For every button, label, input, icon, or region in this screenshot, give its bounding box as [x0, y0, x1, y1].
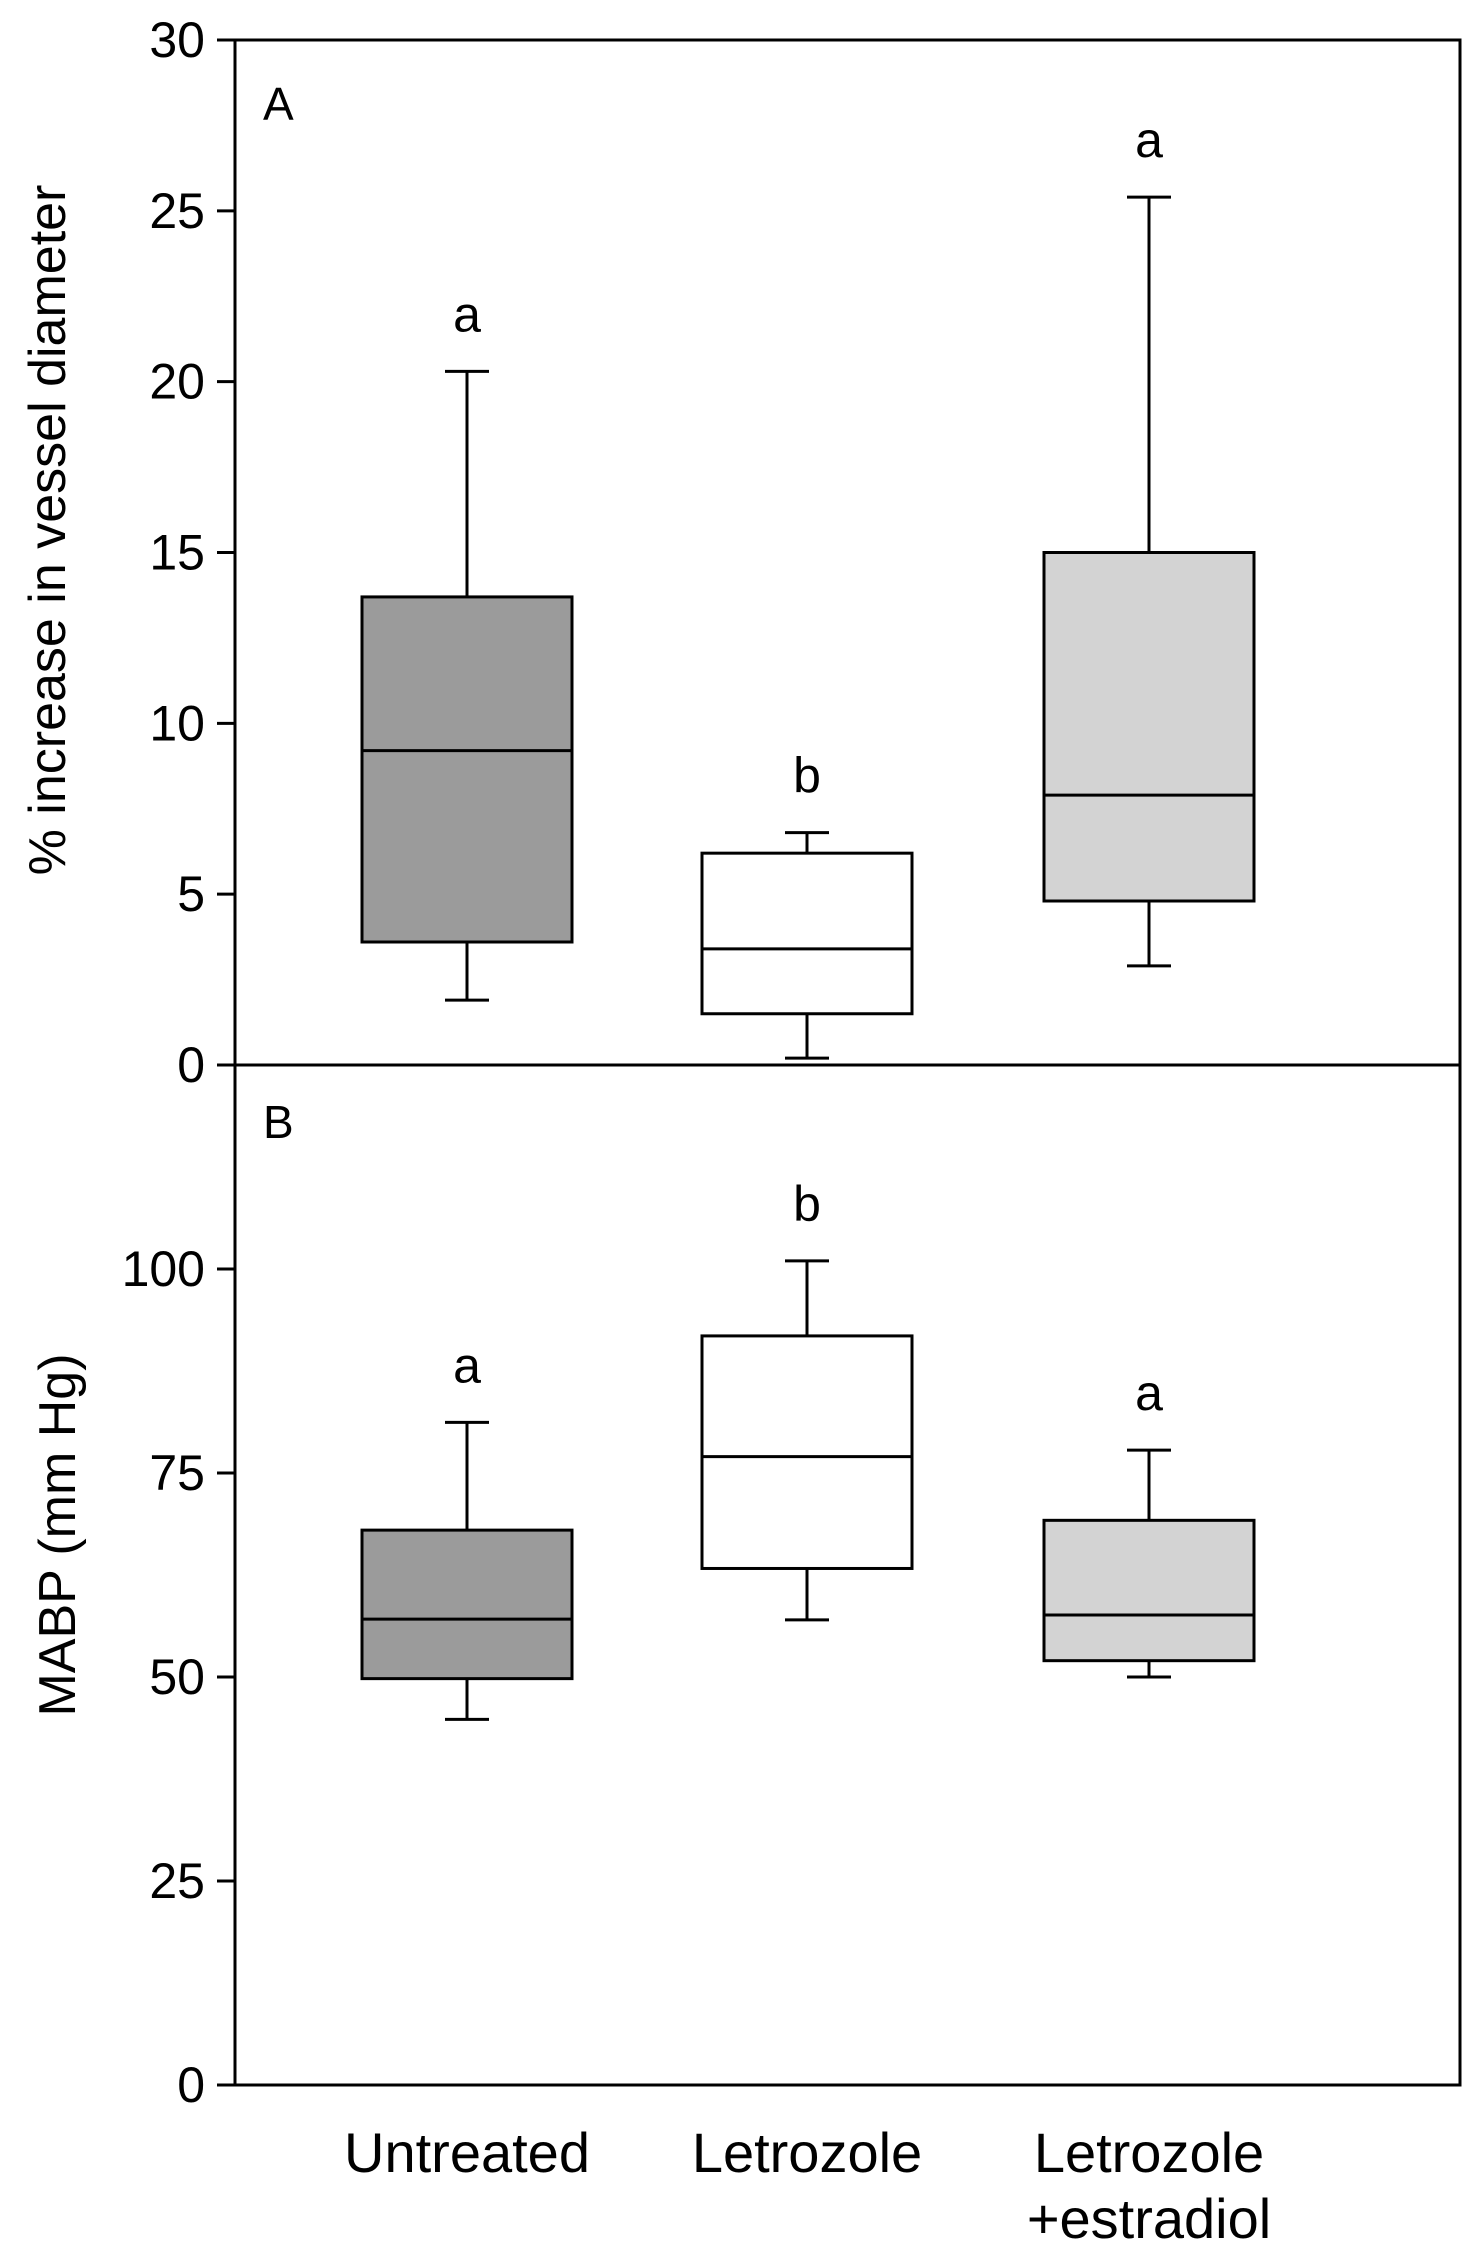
panel-b-y-tick-label: 0	[177, 2057, 205, 2113]
panel-b-label: B	[263, 1096, 294, 1148]
plot-frame	[233, 38, 1462, 2087]
panel-a-box-1: a	[360, 286, 574, 1002]
panel-b-y-tick-label: 50	[149, 1649, 205, 1705]
interquartile-box	[360, 595, 574, 944]
panel-b: B MABP (mm Hg) 0 25 50 75 100 a b a	[29, 1096, 1256, 2113]
panel-a-y-tick-label: 30	[149, 12, 205, 68]
significance-letter: a	[453, 1337, 481, 1393]
significance-letter: b	[793, 748, 821, 804]
panel-b-y-tick-label: 100	[122, 1241, 205, 1297]
panel-a-y-tick-label: 0	[177, 1037, 205, 1093]
interquartile-box	[700, 1334, 914, 1570]
panel-a-y-tick-label: 25	[149, 183, 205, 239]
panel-a-box-3: a	[1042, 112, 1256, 968]
panel-b-box-2: b	[700, 1176, 914, 1622]
interquartile-box	[1042, 551, 1256, 903]
panel-a-y-axis-title: % increase in vessel diameter	[19, 185, 77, 876]
panel-b-y-tick-label: 75	[149, 1445, 205, 1501]
panel-b-y-axis-title: MABP (mm Hg)	[29, 1353, 87, 1716]
panel-a-y-tick-label: 15	[149, 525, 205, 581]
panel-b-box-3: a	[1042, 1365, 1256, 1679]
significance-letter: a	[1135, 1365, 1163, 1421]
panel-a: A % increase in vessel diameter 0 5 10 15 20…	[19, 12, 1256, 1093]
panel-a-box-2: b	[700, 748, 914, 1060]
significance-letter: a	[1135, 112, 1163, 168]
panel-b-box-1: a	[360, 1337, 574, 1721]
x-category-label: Letrozole	[1034, 2121, 1264, 2184]
panel-a-y-tick-label: 5	[177, 866, 205, 922]
panel-a-y-axis: 0 5 10 15 20 25 30	[149, 12, 235, 1093]
x-category-label: Letrozole	[692, 2121, 922, 2184]
interquartile-box	[700, 851, 914, 1016]
panel-b-boxes: a b a	[360, 1176, 1256, 1721]
x-category-label: Untreated	[344, 2121, 590, 2184]
significance-letter: a	[453, 286, 481, 342]
panel-a-label: A	[263, 78, 294, 130]
panel-a-y-tick-label: 10	[149, 695, 205, 751]
x-category-label: +estradiol	[1027, 2187, 1271, 2249]
panel-b-y-axis: 0 25 50 75 100	[122, 1241, 235, 2113]
panel-a-boxes: a b a	[360, 112, 1256, 1060]
interquartile-box	[360, 1528, 574, 1681]
interquartile-box	[1042, 1518, 1256, 1663]
x-axis-category-labels: Untreated Letrozole Letrozole+estradiol	[344, 2121, 1271, 2249]
significance-letter: b	[793, 1176, 821, 1232]
panel-a-y-tick-label: 20	[149, 354, 205, 410]
panel-b-y-tick-label: 25	[149, 1853, 205, 1909]
